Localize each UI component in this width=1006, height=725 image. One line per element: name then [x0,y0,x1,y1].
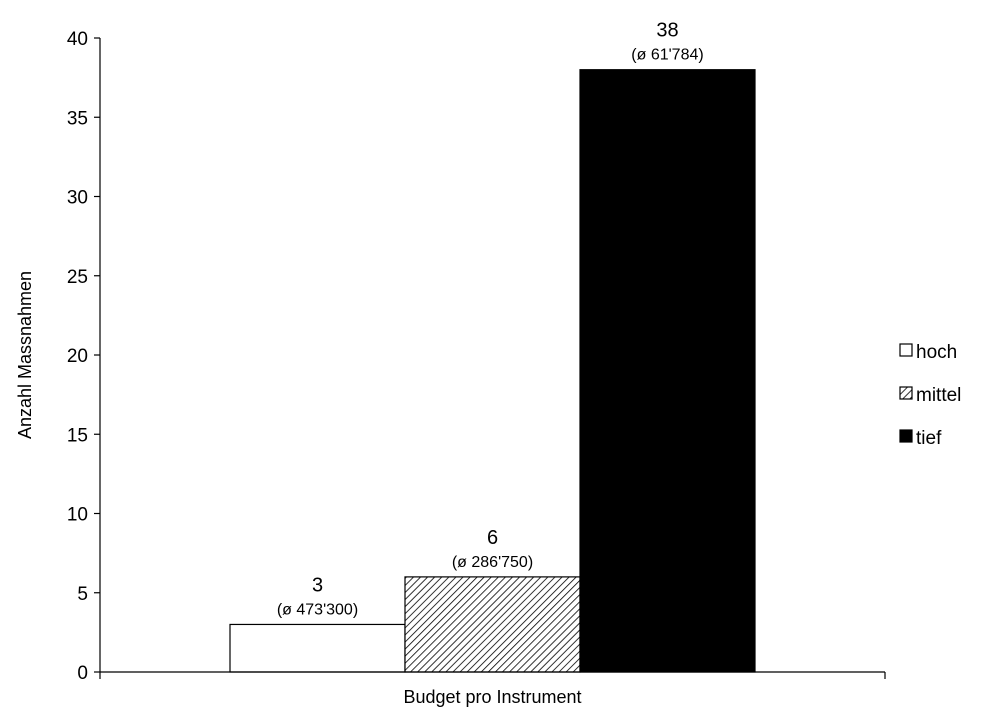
bar-tief [579,69,756,673]
bar-mittel [404,576,581,673]
y-tick-label: 15 [67,425,88,446]
value-label-tief: 38 [656,20,678,42]
value-label-mittel: 6 [487,527,498,549]
legend: hoch mittel tief [899,342,961,449]
x-axis-title: Budget pro Instrument [403,687,581,707]
legend-label-hoch: hoch [916,342,957,363]
y-tick-label: 20 [67,346,88,367]
average-label-hoch: (ø 473'300) [277,601,358,618]
average-label-mittel: (ø 286'750) [452,554,533,571]
value-label-hoch: 3 [312,574,323,596]
y-axis-ticks: 0 5 10 15 20 25 30 35 40 [67,29,886,684]
legend-swatch-hoch [899,343,913,357]
legend-label-tief: tief [916,428,942,449]
y-tick-label: 40 [67,29,88,50]
legend-swatch-mittel [899,386,913,400]
y-tick-label: 5 [77,584,88,605]
y-tick-label: 25 [67,267,88,288]
y-axis-title: Anzahl Massnahmen [15,271,35,439]
average-label-tief: (ø 61'784) [631,47,703,64]
data-labels: 3 (ø 473'300) 6 (ø 286'750) 38 (ø 61'784) [277,20,704,619]
bar-hoch [229,623,406,673]
y-tick-label: 0 [77,663,88,684]
y-tick-label: 35 [67,108,88,129]
y-tick-label: 30 [67,188,88,209]
legend-swatch-tief [899,429,913,443]
legend-label-mittel: mittel [916,385,961,406]
bars [229,69,756,673]
y-tick-label: 10 [67,505,88,526]
